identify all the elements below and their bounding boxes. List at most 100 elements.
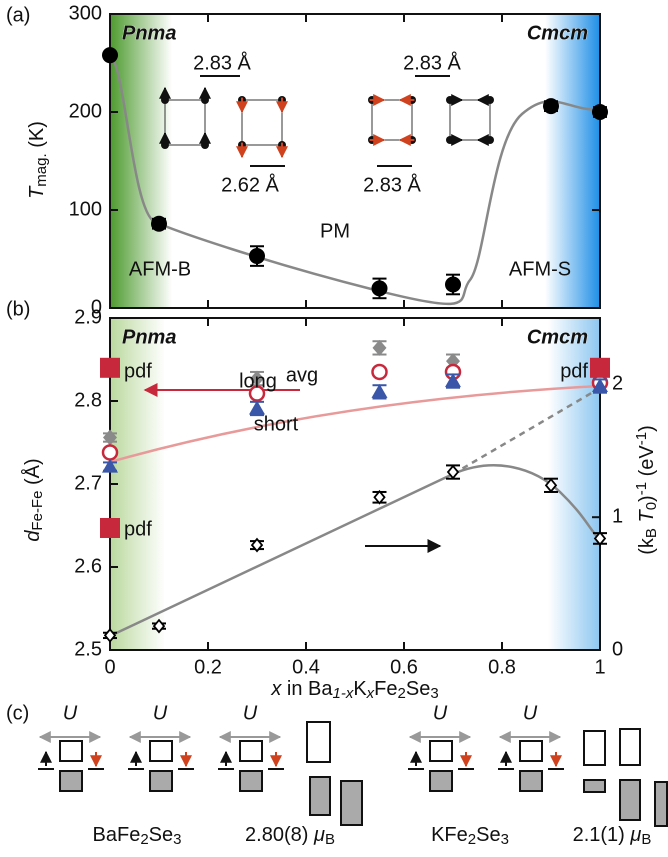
marker xyxy=(373,489,386,505)
marker xyxy=(372,339,387,356)
magnetic-moment: 2.1(1) μB xyxy=(573,824,652,848)
text-part: μ xyxy=(629,824,641,846)
marker xyxy=(152,618,166,634)
distance-label: 2.83 Å xyxy=(193,51,251,74)
marker xyxy=(100,517,120,538)
marker xyxy=(543,98,559,115)
text-part: BaFe xyxy=(93,824,141,846)
text-part: (eV xyxy=(636,445,658,482)
marker xyxy=(249,400,265,415)
marker xyxy=(249,248,265,265)
annotation: PM xyxy=(320,220,350,242)
y-tick-label: 2.7 xyxy=(74,472,102,494)
text-part: Se xyxy=(406,678,430,700)
orbital-diagram: U xyxy=(218,702,284,792)
interaction-label: U xyxy=(523,702,538,724)
level-box xyxy=(429,740,453,762)
guide-curve xyxy=(109,54,601,306)
text-part: in Ba xyxy=(281,678,333,700)
phase-label: Pnma xyxy=(122,326,176,348)
x-axis-label: x in Ba1-xKxFe2Se3 xyxy=(270,678,438,702)
marker xyxy=(102,47,118,64)
text-part: 3 xyxy=(501,831,509,848)
guide-curve xyxy=(109,464,601,638)
marker xyxy=(250,537,264,553)
dos-box xyxy=(340,780,363,826)
text-part: 2 xyxy=(468,831,476,848)
level-box xyxy=(239,770,263,792)
panel-a-frame xyxy=(109,13,601,309)
text-part: (k xyxy=(636,537,658,555)
text-part: B xyxy=(641,831,651,848)
y-tick-label: 200 xyxy=(69,100,102,122)
text-part: B xyxy=(643,528,660,538)
compound-formula: BaFe2Se3 xyxy=(93,824,182,848)
lattice-square xyxy=(371,99,413,141)
orbital-diagram: U xyxy=(408,702,474,792)
marker xyxy=(544,477,558,493)
series-label: avg xyxy=(286,364,318,386)
panel-label: (a) xyxy=(6,4,30,26)
lattice-square xyxy=(449,99,491,141)
level-box xyxy=(149,740,173,762)
dos-box xyxy=(619,779,641,821)
series-label: pdf xyxy=(560,360,588,382)
y2-tick-label: 1 xyxy=(612,505,623,527)
marker xyxy=(371,363,388,381)
annotation: AFM-S xyxy=(509,258,571,280)
text-part: μ xyxy=(313,824,325,846)
x-tick-label: 1 xyxy=(594,656,605,678)
marker xyxy=(371,280,388,297)
series-label: short xyxy=(254,413,299,435)
dos-box xyxy=(583,779,606,793)
phase-label: Cmcm xyxy=(527,326,588,348)
text-part: 2 xyxy=(398,685,406,702)
dos-box xyxy=(619,728,641,766)
marker xyxy=(151,215,167,232)
marker xyxy=(445,276,461,293)
marker xyxy=(592,104,608,120)
marker xyxy=(371,383,388,398)
y-tick-label: 100 xyxy=(69,198,102,220)
text-part: B xyxy=(325,831,335,848)
text-part: ) xyxy=(636,495,658,502)
series-label: pdf xyxy=(124,518,152,540)
y-tick-label: 2.9 xyxy=(74,306,102,328)
text-part: 2.80(8) xyxy=(245,824,314,846)
level-box xyxy=(59,740,83,762)
text-part: (K) xyxy=(26,121,48,153)
text-part: K xyxy=(353,678,367,700)
interaction-label: U xyxy=(243,702,258,724)
distance-label: 2.83 Å xyxy=(363,173,421,196)
x-tick-label: 0.4 xyxy=(292,656,320,678)
phase-label: Pnma xyxy=(122,22,176,44)
x-tick-label: 0.6 xyxy=(390,656,418,678)
level-box xyxy=(519,770,543,792)
text-part: mag. xyxy=(33,153,50,186)
marker xyxy=(446,464,460,480)
text-part: KFe xyxy=(431,824,468,846)
series-label: pdf xyxy=(124,360,152,382)
level-box xyxy=(239,740,263,762)
text-part: 0 xyxy=(643,502,660,510)
x-tick-label: 0 xyxy=(104,656,115,678)
level-box xyxy=(429,770,453,792)
panel-a-background xyxy=(110,14,600,308)
marker xyxy=(592,378,608,393)
y-tick-label: 2.6 xyxy=(74,555,102,577)
y-tick-label: 2.5 xyxy=(74,638,102,660)
orbital-diagram: U xyxy=(38,702,104,792)
level-box xyxy=(149,770,173,792)
text-part: Se xyxy=(149,824,173,846)
y-tick-label: 300 xyxy=(69,2,102,24)
text-part: 2 xyxy=(140,831,148,848)
spin-inset xyxy=(446,94,494,146)
lattice-square xyxy=(241,99,283,146)
phase-label: Cmcm xyxy=(527,22,588,44)
level-box xyxy=(59,770,83,792)
x-tick-label: 0.8 xyxy=(488,656,516,678)
y2-tick-label: 2 xyxy=(612,373,623,395)
text-part: Fe-Fe xyxy=(29,491,46,531)
text-part: 3 xyxy=(430,685,438,702)
